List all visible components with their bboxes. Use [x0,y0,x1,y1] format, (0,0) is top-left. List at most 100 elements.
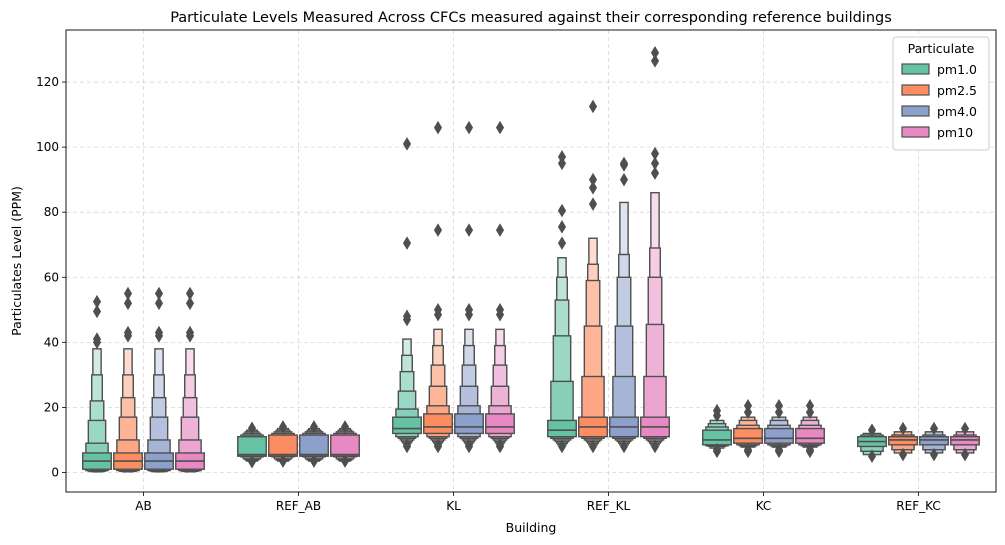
chart-title: Particulate Levels Measured Across CFCs … [170,10,892,26]
boxen-box [733,427,763,444]
boxen-pm10-REF_KC [950,421,980,462]
boxen-box [795,427,825,444]
outlier-point [898,421,908,436]
boxen-pm1.0-REF_KC [857,423,887,463]
x-tick-label: REF_AB [276,499,321,513]
y-tick-label: 60 [44,270,59,284]
boxen-pm2.5-KC [733,399,763,459]
outlier-point [805,399,815,413]
boxen-pm1.0-REF_KL [547,150,577,454]
outlier-point [960,447,970,462]
outlier-point [464,223,474,237]
outlier-point [433,438,443,452]
boxen-pm1.0-AB [82,294,112,473]
legend-label: pm1.0 [937,62,977,77]
boxen-pm2.5-REF_AB [268,420,298,468]
outlier-point [185,286,195,301]
grid [66,30,996,492]
outlier-point [712,403,722,418]
outlier-point [464,438,474,452]
x-tick-label: REF_KC [896,499,940,513]
boxen-box [392,416,422,435]
y-axis-label: Particulates Level (PPM) [9,186,24,336]
outlier-point [650,45,660,60]
x-tick-label: KL [446,499,461,513]
legend-swatch [901,105,930,117]
outlier-point [433,303,443,317]
boxen-pm2.5-KL [423,120,453,454]
boxen-box [423,413,453,435]
legend-swatch [901,126,930,138]
boxen-box [888,435,918,446]
outlier-point [495,120,505,135]
outlier-point [650,146,660,161]
outlier-point [960,421,970,436]
outlier-point [309,454,319,468]
outlier-point [557,236,567,250]
boxen-pm2.5-AB [113,286,143,473]
boxen-box [919,435,949,446]
outlier-point [557,439,567,454]
outlier-point [92,335,102,350]
outlier-point [402,309,412,324]
outlier-point [433,223,443,237]
outlier-point [402,137,412,151]
boxen-box [702,429,732,446]
outlier-point [557,150,567,164]
boxen-pm4.0-KC [764,399,794,459]
boxen-pm10-KL [485,120,515,454]
outlier-point [495,223,505,237]
boxen-box [268,434,298,457]
boxen-pm4.0-REF_KC [919,421,949,462]
outlier-point [743,399,753,413]
legend-swatch [901,63,930,75]
outlier-point [867,449,877,463]
outlier-point [154,325,164,340]
y-tick-label: 40 [44,335,59,349]
outlier-point [774,442,784,457]
boxen-pm2.5-REF_KL [578,99,608,454]
x-axis: AB REF_AB KL REF_KL KC REF_KC [135,492,941,513]
outlier-point [495,438,505,452]
outlier-point [867,423,877,437]
y-tick-label: 20 [44,400,59,414]
plot-marks [82,45,980,473]
outlier-point [92,294,102,309]
legend-label: pm2.5 [937,83,977,98]
outlier-point [92,304,102,319]
outlier-point [154,296,164,311]
boxen-box [950,435,980,446]
boxen-pm1.0-REF_AB [237,421,267,469]
y-tick-label: 120 [36,75,59,89]
outlier-point [340,454,350,468]
outlier-point [650,54,660,68]
boxen-pm10-REF_AB [330,420,360,468]
outlier-point [805,442,815,457]
plot-frame [65,29,997,493]
boxen-box [237,435,267,457]
outlier-point [278,420,288,434]
outlier-point [464,120,474,135]
outlier-point [123,296,133,311]
outlier-point [650,156,660,171]
y-tick-label: 100 [36,140,59,154]
outlier-point [588,99,598,114]
outlier-point [402,236,412,250]
outlier-point [619,156,629,171]
y-tick-label: 80 [44,205,59,219]
outlier-point [402,438,412,452]
legend-label: pm10 [937,125,973,140]
x-tick-label: KC [756,499,772,513]
boxen-pm10-REF_KL [640,45,670,454]
boxen-box [454,413,484,435]
outlier-point [650,166,660,180]
outlier-point [557,220,567,234]
outlier-point [154,286,164,301]
boxen-box [547,419,577,438]
outlier-point [619,172,629,187]
outlier-point [588,197,598,211]
legend: Particulate pm1.0 pm2.5 pm4.0 pm10 [892,36,990,151]
boxen-box [299,434,329,457]
x-axis-label: Building [506,520,557,535]
outlier-point [247,454,257,469]
